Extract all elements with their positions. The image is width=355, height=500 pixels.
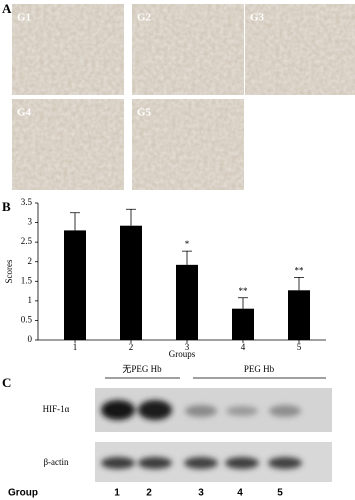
bar: [232, 308, 254, 340]
y-tick-label: 2.5: [21, 236, 33, 246]
y-tick-label: 1: [28, 295, 33, 305]
lane-label: 2: [146, 488, 152, 499]
micrograph-texture: [132, 4, 244, 95]
group-label: PEG Hb: [244, 364, 275, 374]
image-label: G1: [17, 12, 31, 24]
micrograph-texture: [132, 99, 244, 190]
error-bar: [238, 297, 248, 309]
y-tick-label: 0: [28, 334, 33, 344]
lane-title: Group: [8, 488, 38, 499]
western-blot: 无PEG Hb PEG Hb HIF-1α β-actin Group 1 2 3 4 5: [8, 364, 332, 499]
x-tick-label: 1: [73, 342, 78, 352]
micrographs: G1 G2 G3 G4 G5: [12, 4, 355, 190]
y-tick-label: 1.5: [21, 275, 33, 285]
image-label: G3: [250, 12, 265, 24]
y-tick-label: 0.5: [21, 314, 33, 324]
image-label: G4: [17, 107, 32, 119]
bar: [176, 264, 198, 340]
x-axis-label: Groups: [169, 349, 196, 359]
x-tick-label: 4: [241, 342, 246, 352]
significance: **: [239, 286, 249, 296]
group-label: 无PEG Hb: [122, 364, 162, 374]
micrograph-texture: [12, 4, 124, 95]
lane-label: 4: [237, 488, 243, 499]
error-bar: [70, 212, 80, 231]
lane-label: 5: [277, 488, 283, 499]
panel-label: B: [2, 199, 11, 214]
micrograph-texture: [12, 99, 124, 190]
micrograph-texture: [245, 4, 355, 95]
error-bar: [126, 208, 136, 226]
bar: [64, 230, 86, 340]
row-label: HIF-1α: [43, 404, 70, 414]
image-label: G2: [137, 12, 152, 24]
y-tick-label: 3: [28, 217, 33, 227]
bar: [288, 290, 310, 340]
significance: **: [295, 265, 305, 275]
y-tick-label: 2: [28, 256, 33, 266]
significance: *: [185, 239, 190, 249]
x-tick-label: 2: [129, 342, 134, 352]
error-bar: [294, 276, 304, 291]
x-tick-label: 5: [297, 342, 302, 352]
x-tick-label: 3: [185, 342, 190, 352]
y-tick-label: 3.5: [21, 197, 33, 207]
image-label: G5: [137, 107, 152, 119]
y-axis-label: Scores: [4, 259, 14, 283]
lane-label: 3: [198, 488, 204, 499]
panel-label: C: [2, 375, 11, 390]
row-label: β-actin: [43, 457, 69, 467]
lane-label: 1: [114, 488, 120, 499]
panel-label: A: [2, 1, 12, 16]
bar: [120, 225, 142, 340]
error-bar: [182, 250, 192, 265]
